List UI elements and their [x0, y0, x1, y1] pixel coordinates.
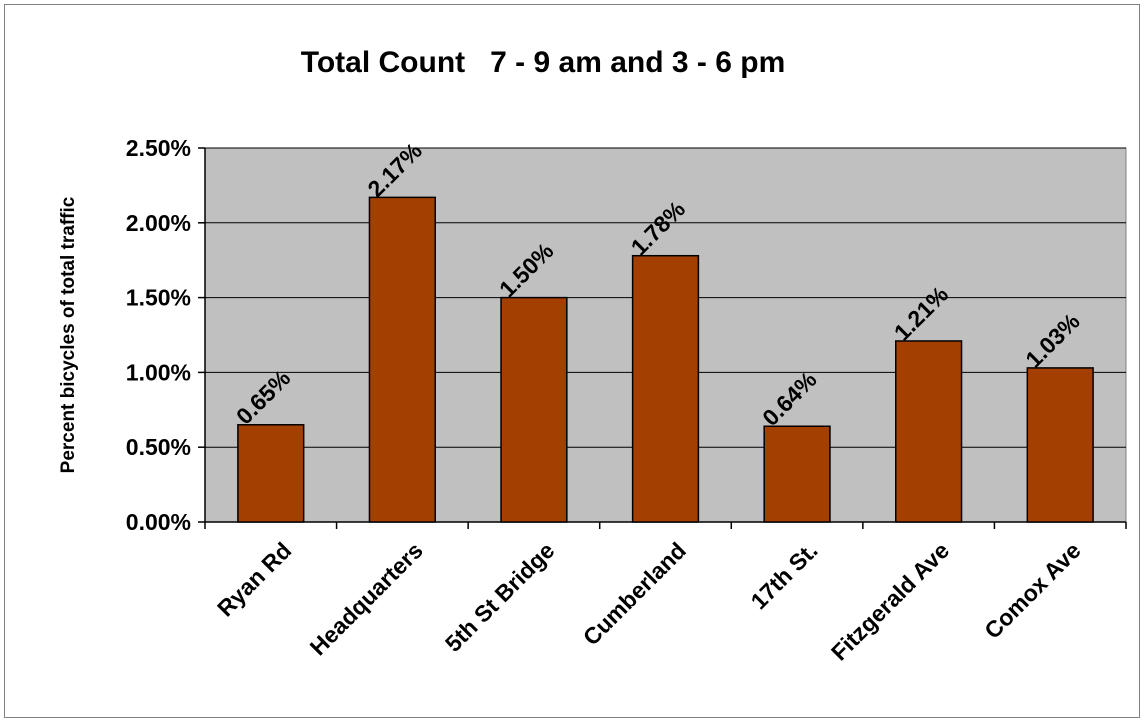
bar — [500, 296, 568, 523]
bar — [631, 254, 700, 523]
bar — [895, 340, 963, 523]
x-tick-label: Comox Ave — [979, 537, 1086, 644]
y-tick-label: 0.00% — [126, 509, 191, 535]
x-tick-label: Ryan Rd — [212, 537, 296, 621]
x-tick-label: Headquarters — [305, 537, 428, 660]
x-tick-label: 17th St. — [745, 537, 822, 614]
y-tick-label: 1.00% — [126, 359, 191, 385]
y-axis-label: Percent bicycles of total traffic — [58, 196, 79, 473]
x-tick-label: Fitzgerald Ave — [826, 537, 954, 665]
chart-title: Total Count 7 - 9 am and 3 - 6 pm — [301, 46, 786, 79]
x-tick-label: Cumberland — [578, 537, 691, 650]
y-tick-label: 0.50% — [126, 434, 191, 460]
bar — [763, 425, 831, 523]
plot-area: 0.00%0.50%1.00%1.50%2.00%2.50%0.65%Ryan … — [126, 135, 1127, 665]
bar — [1026, 367, 1094, 523]
bar — [368, 196, 437, 523]
bar — [237, 424, 305, 523]
y-tick-label: 2.50% — [126, 135, 191, 161]
y-tick-label: 1.50% — [126, 285, 191, 311]
x-tick-label: 5th St Bridge — [440, 537, 560, 657]
y-tick-label: 2.00% — [126, 210, 191, 236]
